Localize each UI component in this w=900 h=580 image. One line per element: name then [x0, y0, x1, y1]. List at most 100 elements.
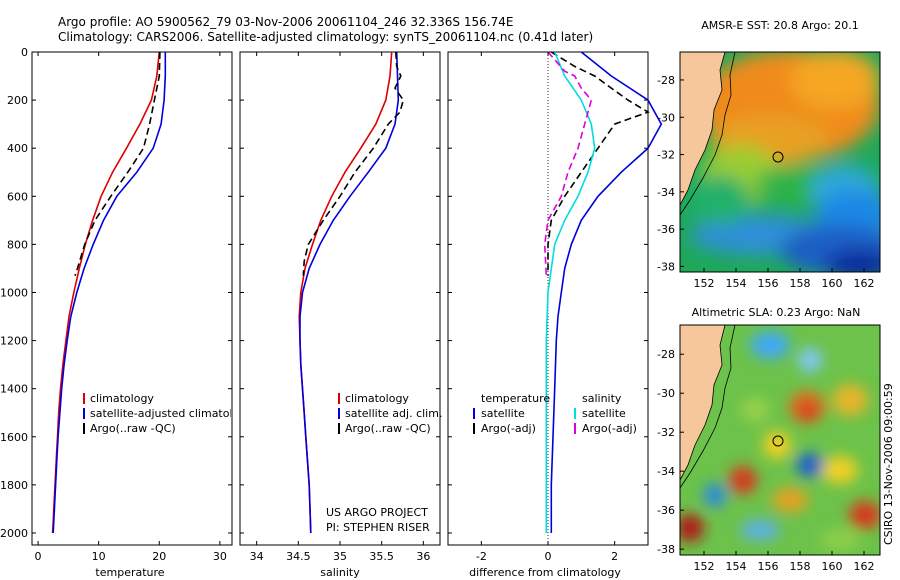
x-tick-label: 0 [545, 550, 552, 563]
temperature-axes [31, 51, 233, 546]
legend-label-climatology: climatology [90, 392, 154, 405]
map-x-tick-label: 156 [758, 277, 779, 290]
map-x-tick-label: 158 [790, 277, 811, 290]
x-tick-label: 0 [35, 550, 42, 563]
salinity-legend: climatology satellite adj. clim. Argo(..… [338, 392, 442, 435]
map-y-tick-label: -28 [657, 74, 675, 87]
map-x-tick-label: 158 [790, 560, 811, 573]
map-y-tick-label: -32 [657, 149, 675, 162]
legend-header-temperature: temperature [481, 392, 550, 405]
map-y-tick-label: -30 [657, 111, 675, 124]
legend-label-sal-argo: Argo(-adj) [582, 422, 637, 435]
map-x-tick-label: 162 [854, 277, 875, 290]
x-tick-label: -2 [476, 550, 487, 563]
sla-profile-marker [772, 435, 784, 447]
legend-label-temp-satellite: satellite [481, 407, 525, 420]
project-credit: US ARGO PROJECT [326, 506, 428, 519]
x-tick-label: 30 [213, 550, 227, 563]
map-y-tick-label: -38 [657, 543, 675, 556]
pi-credit: PI: STEPHEN RISER [326, 521, 430, 534]
sst-profile-marker [772, 151, 784, 163]
csiro-timestamp: CSIRO 13-Nov-2006 09:00:59 [882, 383, 895, 545]
depth-tick-label: 800 [7, 238, 28, 251]
depth-tick-label: 1200 [0, 335, 28, 348]
sst-land [680, 52, 725, 205]
difference-xlabel: difference from climatology [469, 566, 621, 579]
temperature-plot: 0 10 20 30 [32, 51, 232, 563]
sla-map-title: Altimetric SLA: 0.23 Argo: NaN [692, 306, 861, 319]
x-tick-label: 34.5 [286, 550, 311, 563]
legend-label-climatology: climatology [345, 392, 409, 405]
sst-map-title: AMSR-E SST: 20.8 Argo: 20.1 [701, 19, 859, 32]
map-y-tick-label: -28 [657, 348, 675, 361]
map-y-tick-label: -34 [657, 186, 675, 199]
depth-tick-label: 400 [7, 142, 28, 155]
series-climatology [51, 51, 161, 534]
x-tick-label: 34 [250, 550, 264, 563]
sla-map-ticks: 152 154 156 158 160 162 -28 -30 -32 -34 -36 -38 [657, 348, 874, 573]
salinity-xlabel: salinity [320, 566, 360, 579]
map-x-tick-label: 160 [822, 560, 843, 573]
series-climatology [298, 51, 393, 534]
legend-clip: satellite-adjusted climatology [90, 407, 253, 420]
depth-tick-label: 0 [21, 46, 28, 59]
temperature-legend: climatology satellite-adjusted climatolo… [83, 392, 253, 435]
depth-tick-label: 1600 [0, 431, 28, 444]
map-x-tick-label: 156 [758, 560, 779, 573]
sst-coastline [680, 52, 726, 206]
sla-isobath [680, 325, 736, 489]
series-satellite-salinity [545, 51, 596, 533]
map-x-tick-label: 154 [726, 277, 747, 290]
sla-coastline [680, 325, 726, 481]
legend-label-temp-argo: Argo(-adj) [481, 422, 536, 435]
salinity-plot: 34 34.5 35 35.5 36 [240, 51, 440, 563]
x-tick-label: 20 [152, 550, 166, 563]
series-argo-raw-qc- [302, 51, 405, 276]
series-satellite-temperature [550, 51, 663, 533]
x-tick-label: 10 [92, 550, 106, 563]
map-x-tick-label: 162 [854, 560, 875, 573]
x-tick-label: 35.5 [369, 550, 394, 563]
map-y-tick-label: -32 [657, 426, 675, 439]
depth-tick-label: 600 [7, 190, 28, 203]
x-tick-label: 2 [611, 550, 618, 563]
x-tick-label: 35 [333, 550, 347, 563]
map-y-tick-label: -38 [657, 260, 675, 273]
depth-tick-label: 1400 [0, 383, 28, 396]
map-y-tick-label: -30 [657, 387, 675, 400]
difference-legend: temperature salinity satellite Argo(-adj… [473, 392, 637, 435]
map-y-tick-label: -36 [657, 504, 675, 517]
map-x-tick-label: 160 [822, 277, 843, 290]
series-satellite-adj-clim- [299, 51, 400, 534]
legend-header-salinity: salinity [582, 392, 622, 405]
figure-title-line1: Argo profile: AO 5900562_79 03-Nov-2006 … [58, 15, 513, 29]
sla-map [680, 325, 880, 555]
salinity-axes [239, 51, 441, 546]
series-argo-adj--temperature [547, 51, 650, 276]
difference-plot: -2 0 2 [448, 51, 663, 563]
sst-isobath [680, 52, 736, 216]
map-y-tick-label: -34 [657, 465, 675, 478]
x-tick-label: 36 [416, 550, 430, 563]
map-x-tick-label: 152 [694, 560, 715, 573]
legend-label-satellite: satellite-adjusted climatology [90, 407, 253, 420]
series-satellite-adjusted-climatology [52, 52, 167, 534]
map-y-tick-label: -36 [657, 223, 675, 236]
legend-label-satellite: satellite adj. clim. [345, 407, 442, 420]
map-x-tick-label: 152 [694, 277, 715, 290]
legend-label-sal-satellite: satellite [582, 407, 626, 420]
legend-label-argo: Argo(..raw -QC) [90, 422, 176, 435]
depth-tick-label: 200 [7, 94, 28, 107]
sst-map-ticks: 152 154 156 158 160 162 -28 -30 -32 -34 -36 -38 [657, 74, 874, 290]
depth-tick-labels: 0 200 400 600 800 1000 1200 1400 1600 1800 2000 [0, 46, 28, 540]
series-argo-adj--salinity [543, 51, 593, 276]
legend-label-argo: Argo(..raw -QC) [345, 422, 431, 435]
sst-map-frame [679, 51, 881, 273]
sst-map [680, 52, 880, 272]
sla-map-frame [679, 324, 881, 556]
figure-title-line2: Climatology: CARS2006. Satellite-adjuste… [58, 30, 593, 44]
depth-tick-label: 1000 [0, 286, 28, 299]
depth-tick-label: 1800 [0, 479, 28, 492]
depth-tick-label: 2000 [0, 527, 28, 540]
